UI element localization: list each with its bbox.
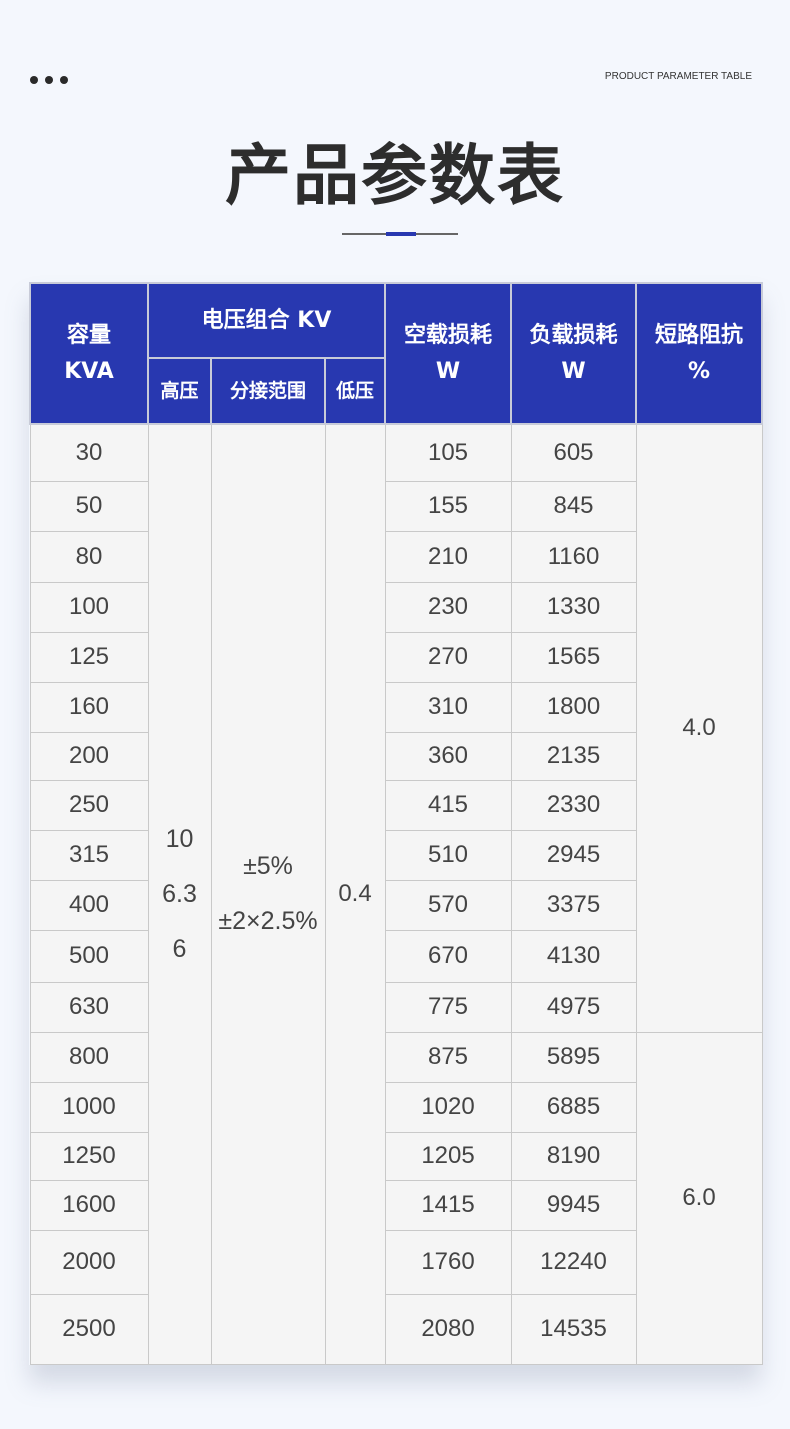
table-row: 630 775 4975 bbox=[29, 981, 762, 1033]
cell-no-load-loss: 105 bbox=[384, 423, 512, 482]
cell-load-loss: 1160 bbox=[510, 530, 637, 583]
cell-no-load-loss: 1020 bbox=[384, 1081, 512, 1133]
cell-capacity: 125 bbox=[29, 631, 149, 683]
cell-load-loss: 8190 bbox=[510, 1131, 637, 1181]
cell-capacity: 1600 bbox=[29, 1179, 149, 1231]
header-voltage-group: 电压组合 KV bbox=[146, 282, 387, 359]
header-hv: 高压 bbox=[147, 357, 212, 425]
cell-hv: 10 6.3 6 bbox=[147, 423, 212, 1365]
cell-no-load-loss: 310 bbox=[384, 681, 512, 733]
english-label: PRODUCT PARAMETER TABLE bbox=[604, 71, 752, 82]
cell-capacity: 500 bbox=[29, 929, 149, 983]
table-row: 80 210 1160 bbox=[29, 530, 762, 583]
cell-load-loss: 2945 bbox=[510, 829, 637, 881]
table-row: 100 230 1330 bbox=[29, 581, 762, 633]
page-title: 产品参数表 bbox=[225, 137, 565, 214]
table-row: 250 415 2330 bbox=[29, 779, 762, 831]
cell-no-load-loss: 775 bbox=[384, 981, 512, 1033]
cell-capacity: 2000 bbox=[29, 1229, 149, 1295]
table-row: 315 510 2945 bbox=[29, 829, 762, 881]
cell-tap-range: ±5% ±2×2.5% bbox=[210, 423, 326, 1365]
cell-capacity: 50 bbox=[29, 480, 149, 532]
table-row: 200 360 2135 bbox=[29, 731, 762, 781]
cell-capacity: 250 bbox=[29, 779, 149, 831]
cell-no-load-loss: 155 bbox=[384, 480, 512, 532]
cell-load-loss: 9945 bbox=[510, 1179, 637, 1231]
cell-impedance: 4.0 bbox=[635, 423, 763, 1033]
cell-load-loss: 4130 bbox=[510, 929, 637, 983]
table-row: 2000 1760 12240 bbox=[29, 1229, 762, 1295]
header-load-loss: 负载损耗 W bbox=[510, 282, 638, 425]
cell-capacity: 630 bbox=[29, 981, 149, 1033]
cell-capacity: 30 bbox=[29, 423, 149, 482]
cell-no-load-loss: 1760 bbox=[384, 1229, 512, 1295]
cell-no-load-loss: 1415 bbox=[384, 1179, 512, 1231]
cell-load-loss: 1800 bbox=[510, 681, 637, 733]
cell-no-load-loss: 510 bbox=[384, 829, 512, 881]
cell-no-load-loss: 570 bbox=[384, 879, 512, 931]
table-row: 1250 1205 8190 bbox=[29, 1131, 762, 1181]
table-row: 800 875 5895 6.0 bbox=[29, 1031, 763, 1365]
table-row: 30 10 6.3 6 ±5% ±2×2.5% 0.4 105 605 4.0 bbox=[29, 423, 763, 1365]
cell-load-loss: 5895 bbox=[510, 1031, 637, 1083]
cell-capacity: 1000 bbox=[29, 1081, 149, 1133]
dots-decoration bbox=[30, 76, 68, 84]
header-impedance: 短路阻抗% bbox=[635, 282, 764, 425]
cell-load-loss: 1565 bbox=[510, 631, 637, 683]
cell-capacity: 2500 bbox=[29, 1293, 149, 1365]
table-row: 500 670 4130 bbox=[29, 929, 762, 983]
cell-capacity: 160 bbox=[29, 681, 149, 733]
cell-no-load-loss: 210 bbox=[384, 530, 512, 583]
cell-load-loss: 3375 bbox=[510, 879, 637, 931]
cell-capacity: 200 bbox=[29, 731, 149, 781]
header-lv: 低压 bbox=[323, 357, 387, 425]
header-no-load-loss: 空载损耗 W bbox=[384, 282, 513, 425]
cell-no-load-loss: 2080 bbox=[384, 1293, 512, 1365]
cell-no-load-loss: 670 bbox=[384, 929, 512, 983]
cell-no-load-loss: 875 bbox=[384, 1031, 512, 1083]
header-tap-range: 分接范围 bbox=[210, 357, 326, 425]
cell-load-loss: 1330 bbox=[510, 581, 637, 633]
cell-no-load-loss: 1205 bbox=[384, 1131, 512, 1181]
title-divider bbox=[342, 232, 458, 236]
cell-capacity: 315 bbox=[29, 829, 149, 881]
table-row: 2500 2080 14535 bbox=[29, 1293, 762, 1365]
cell-load-loss: 4975 bbox=[510, 981, 637, 1033]
cell-no-load-loss: 230 bbox=[384, 581, 512, 633]
cell-no-load-loss: 415 bbox=[384, 779, 512, 831]
cell-no-load-loss: 270 bbox=[384, 631, 512, 683]
cell-load-loss: 12240 bbox=[510, 1229, 637, 1295]
header-capacity: 容量 KVA bbox=[29, 282, 149, 425]
cell-capacity: 80 bbox=[29, 530, 149, 583]
cell-capacity: 1250 bbox=[29, 1131, 149, 1181]
parameter-table: 容量 KVA 电压组合 KV 空载损耗 W 负载损耗 W 短路阻抗% 高压 分接范围 … bbox=[29, 282, 764, 1365]
cell-lv: 0.4 bbox=[324, 423, 386, 1365]
cell-load-loss: 845 bbox=[510, 480, 637, 532]
cell-load-loss: 14535 bbox=[510, 1293, 637, 1365]
table-row: 1600 1415 9945 bbox=[29, 1179, 762, 1231]
cell-load-loss: 6885 bbox=[510, 1081, 637, 1133]
cell-load-loss: 2135 bbox=[510, 731, 637, 781]
cell-impedance: 6.0 bbox=[635, 1031, 763, 1365]
table-row: 125 270 1565 bbox=[29, 631, 762, 683]
cell-capacity: 800 bbox=[29, 1031, 149, 1083]
table-row: 400 570 3375 bbox=[29, 879, 762, 931]
cell-load-loss: 605 bbox=[510, 423, 637, 482]
table-row: 50 155 845 bbox=[29, 480, 762, 532]
cell-no-load-loss: 360 bbox=[384, 731, 512, 781]
cell-capacity: 400 bbox=[29, 879, 149, 931]
cell-load-loss: 2330 bbox=[510, 779, 637, 831]
cell-capacity: 100 bbox=[29, 581, 149, 633]
